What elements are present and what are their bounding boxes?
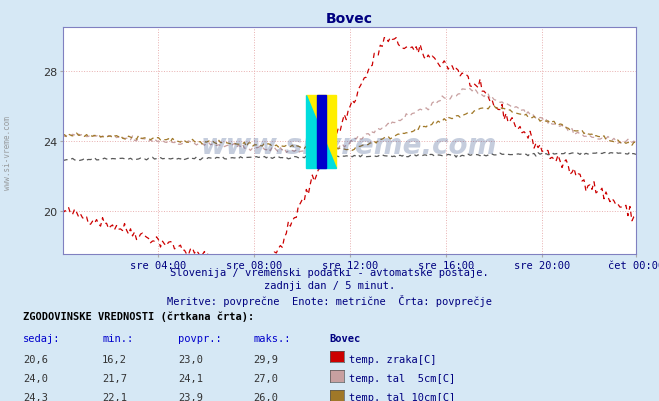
Polygon shape (306, 96, 336, 168)
Text: min.:: min.: (102, 333, 133, 343)
Title: Bovec: Bovec (326, 12, 373, 26)
Text: sedaj:: sedaj: (23, 333, 61, 343)
Text: Meritve: povprečne  Enote: metrične  Črta: povprečje: Meritve: povprečne Enote: metrične Črta:… (167, 294, 492, 306)
Text: temp. tal 10cm[C]: temp. tal 10cm[C] (349, 392, 455, 401)
Text: zadnji dan / 5 minut.: zadnji dan / 5 minut. (264, 281, 395, 291)
Text: temp. zraka[C]: temp. zraka[C] (349, 354, 437, 364)
Text: maks.:: maks.: (254, 333, 291, 343)
Text: www.si-vreme.com: www.si-vreme.com (201, 132, 498, 160)
Text: 26,0: 26,0 (254, 392, 279, 401)
Text: ZGODOVINSKE VREDNOSTI (črtkana črta):: ZGODOVINSKE VREDNOSTI (črtkana črta): (23, 311, 254, 321)
Text: 21,7: 21,7 (102, 373, 127, 383)
Text: 23,9: 23,9 (178, 392, 203, 401)
Text: 22,1: 22,1 (102, 392, 127, 401)
Text: 24,0: 24,0 (23, 373, 48, 383)
Text: Bovec: Bovec (330, 333, 360, 343)
Text: Slovenija / vremenski podatki - avtomatske postaje.: Slovenija / vremenski podatki - avtomats… (170, 267, 489, 277)
Text: www.si-vreme.com: www.si-vreme.com (3, 115, 13, 189)
Text: povpr.:: povpr.: (178, 333, 221, 343)
Text: 24,3: 24,3 (23, 392, 48, 401)
Text: 16,2: 16,2 (102, 354, 127, 364)
Text: 20,6: 20,6 (23, 354, 48, 364)
Text: 29,9: 29,9 (254, 354, 279, 364)
Polygon shape (317, 96, 326, 168)
Polygon shape (306, 96, 336, 168)
Text: 23,0: 23,0 (178, 354, 203, 364)
Text: 27,0: 27,0 (254, 373, 279, 383)
Text: 24,1: 24,1 (178, 373, 203, 383)
Text: temp. tal  5cm[C]: temp. tal 5cm[C] (349, 373, 455, 383)
